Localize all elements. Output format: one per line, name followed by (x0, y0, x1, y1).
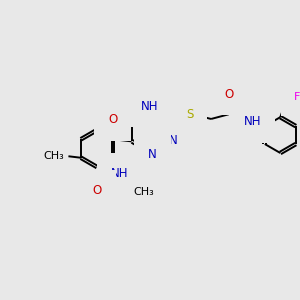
Text: F: F (294, 92, 300, 102)
Text: F: F (269, 87, 275, 98)
Text: O: O (224, 88, 234, 101)
Text: O: O (108, 113, 117, 126)
Text: O: O (93, 184, 102, 197)
Text: N: N (169, 134, 177, 147)
Text: NH: NH (111, 167, 128, 180)
Text: N: N (148, 148, 157, 161)
Text: S: S (186, 108, 193, 121)
Text: NH: NH (140, 100, 158, 113)
Text: F: F (283, 80, 290, 90)
Text: NH: NH (244, 116, 261, 128)
Text: CH₃: CH₃ (133, 187, 154, 197)
Text: CH₃: CH₃ (43, 151, 64, 161)
